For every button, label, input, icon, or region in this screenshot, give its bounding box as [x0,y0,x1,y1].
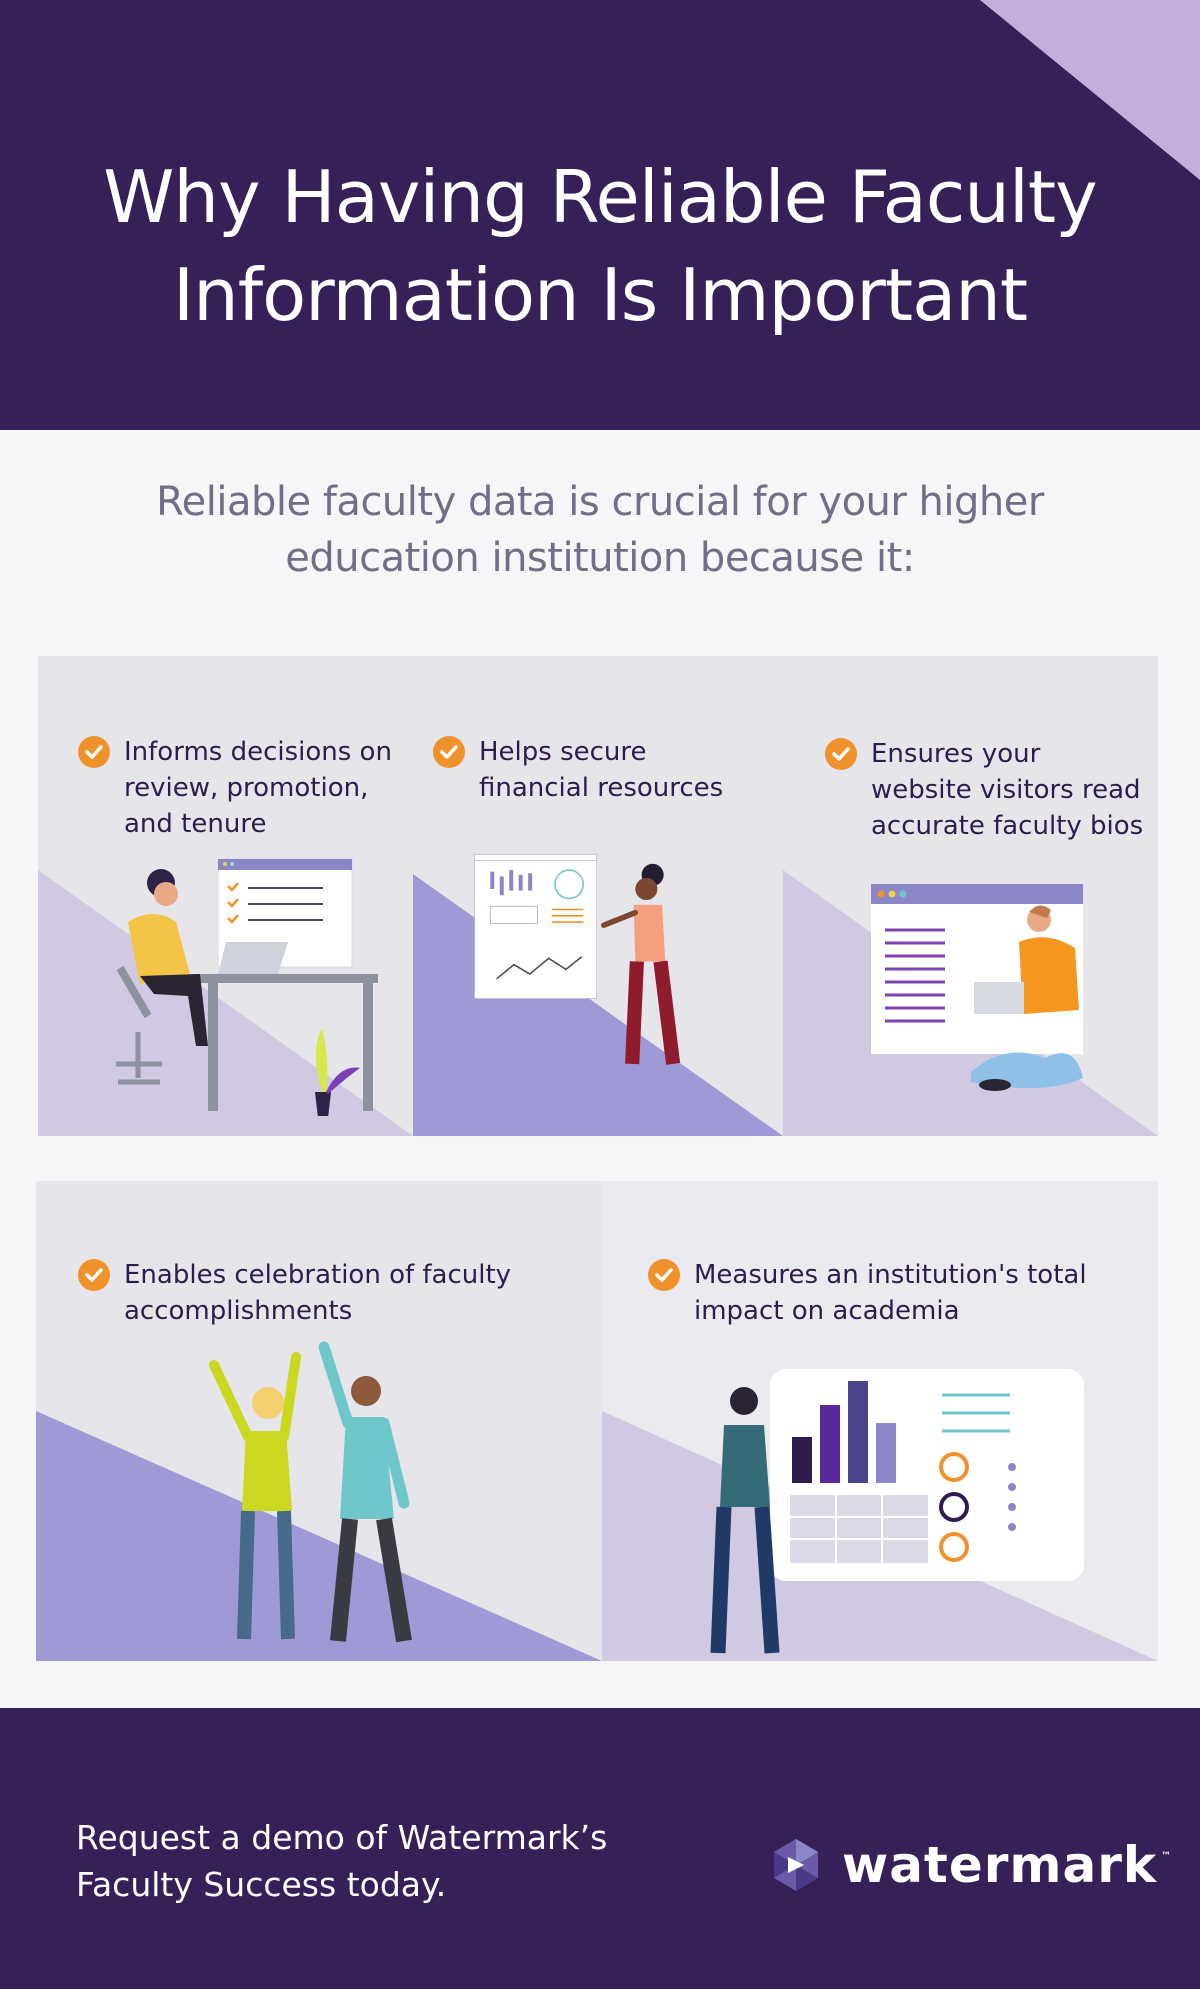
header-banner: Why Having Reliable Faculty Information … [0,0,1200,430]
impact-dashboard-illustration [710,1369,1084,1654]
brand-name: watermark [842,1836,1158,1894]
benefit-title: Informs decisions on review, promotion, … [78,734,398,842]
website-bios-illustration [871,884,1083,1091]
benefit-label: Ensures your website visitors read accur… [871,739,1144,841]
check-icon [78,736,110,768]
benefit-title: Ensures your website visitors read accur… [825,736,1145,844]
benefit-label: Enables celebration of faculty accomplis… [124,1260,512,1326]
demo-cta-text[interactable]: Request a demo of Watermark’s Faculty Su… [76,1818,608,1904]
benefit-title: Enables celebration of faculty accomplis… [78,1257,578,1329]
watermark-logo[interactable]: watermark ™ [770,1836,1172,1894]
benefit-card-bios: Ensures your website visitors read accur… [783,656,1158,1136]
benefit-title: Helps secure financial resources [433,734,763,806]
benefit-label: Helps secure financial resources [479,737,724,803]
intro-text: Reliable faculty data is crucial for you… [156,479,1044,581]
presentation-board-illustration [474,853,681,1065]
check-icon [78,1259,110,1291]
benefit-label: Informs decisions on review, promotion, … [124,737,392,839]
faculty-desk-illustration [116,858,378,1116]
check-icon [648,1259,680,1291]
high-five-illustration [209,1341,412,1643]
benefit-label: Measures an institution's total impact o… [694,1260,1087,1326]
corner-triangle [980,0,1200,180]
check-icon [825,738,857,770]
page-title: Why Having Reliable Faculty Information … [103,155,1098,337]
watermark-logo-icon [774,1839,818,1891]
benefit-card-impact: Measures an institution's total impact o… [602,1181,1158,1661]
footer-banner: Request a demo of Watermark’s Faculty Su… [0,1708,1200,1989]
benefit-title: Measures an institution's total impact o… [648,1257,1128,1329]
card-background [36,1181,602,1661]
check-icon [433,736,465,768]
benefit-card-decisions: Informs decisions on review, promotion, … [38,656,413,1136]
benefit-card-celebration: Enables celebration of faculty accomplis… [36,1181,602,1661]
benefit-card-financial: Helps secure financial resources [413,656,783,1136]
trademark-symbol: ™ [1161,1850,1173,1862]
